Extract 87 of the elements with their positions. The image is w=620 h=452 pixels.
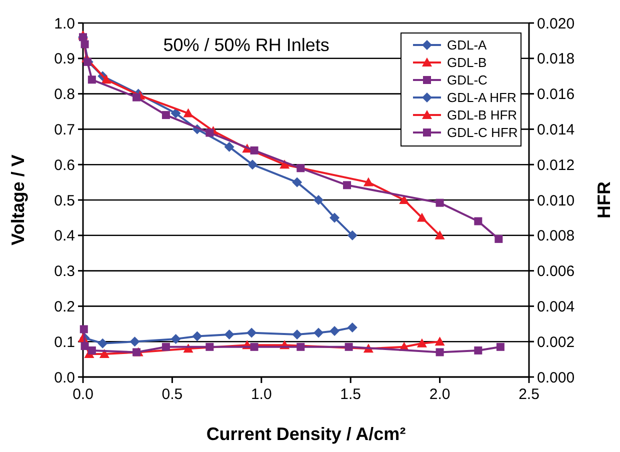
- point: [496, 342, 504, 351]
- point: [399, 195, 410, 204]
- point: [330, 326, 340, 336]
- y2-tick-label: 0.016: [537, 86, 575, 104]
- point: [416, 212, 427, 222]
- point: [183, 108, 194, 118]
- y2-tick-label: 0.008: [537, 228, 575, 245]
- point: [247, 160, 258, 170]
- x-tick-label: 1.0: [250, 386, 272, 403]
- point: [132, 348, 141, 356]
- point: [206, 128, 214, 137]
- point: [80, 325, 88, 334]
- point: [162, 111, 170, 120]
- point: [132, 93, 141, 102]
- y2-tick-label: 0.020: [537, 15, 575, 32]
- point: [98, 338, 108, 348]
- x-axis-title: Current Density / A/cm²: [206, 424, 406, 444]
- point: [224, 142, 234, 152]
- legend-label: GDL-C HFR: [447, 125, 518, 140]
- y2-tick-label: 0.002: [537, 334, 575, 351]
- point: [434, 336, 445, 346]
- y-tick-label: 0.5: [54, 192, 75, 210]
- x-tick-label: 2.0: [429, 386, 450, 403]
- x-tick-label: 2.5: [518, 386, 540, 403]
- point: [246, 328, 257, 338]
- y-axis-title: Voltage / V: [8, 154, 28, 246]
- point: [80, 342, 89, 350]
- legend-label: GDL-B: [447, 55, 487, 70]
- point: [192, 331, 202, 342]
- y2-axis-title: HFR: [594, 182, 614, 218]
- y-tick-label: 1.0: [54, 15, 75, 32]
- point: [162, 342, 170, 351]
- point: [343, 181, 352, 190]
- point: [250, 342, 258, 351]
- point: [80, 40, 89, 48]
- point: [344, 342, 353, 351]
- point: [313, 328, 324, 338]
- point: [88, 76, 96, 84]
- y2-tick-label: 0.004: [537, 298, 575, 316]
- text: 50% / 50% RH Inlets: [163, 35, 330, 55]
- point: [224, 330, 234, 340]
- legend-label: GDL-A: [447, 38, 488, 53]
- point: [313, 195, 324, 205]
- x-tick-label: 0.5: [162, 386, 183, 403]
- legend-label: GDL-B HFR: [447, 108, 518, 123]
- legend-label: GDL-C: [447, 72, 488, 88]
- point: [436, 198, 444, 207]
- y2-tick-label: 0.000: [537, 369, 575, 386]
- point: [434, 230, 445, 240]
- point: [292, 330, 302, 340]
- point: [474, 217, 482, 226]
- point: [101, 74, 112, 84]
- y-tick-label: 0.7: [54, 121, 75, 138]
- y-tick-label: 0.4: [54, 228, 75, 245]
- y2-tick-label: 0.014: [537, 121, 575, 138]
- point: [347, 322, 358, 332]
- point: [170, 108, 181, 118]
- point: [99, 348, 110, 358]
- y2-tick-label: 0.018: [537, 50, 575, 68]
- point: [416, 338, 427, 348]
- x-tick-label: 0.0: [72, 386, 94, 403]
- point: [130, 336, 140, 347]
- point: [330, 212, 340, 223]
- y2-tick-label: 0.010: [537, 192, 575, 210]
- point: [474, 346, 482, 354]
- point: [363, 177, 374, 186]
- y-tick-label: 0.1: [54, 334, 75, 351]
- y2-tick-label: 0.012: [537, 156, 575, 174]
- y-tick-label: 0.9: [54, 50, 75, 68]
- point: [296, 342, 305, 351]
- y-tick-label: 0.3: [54, 263, 75, 280]
- x-tick-label: 1.5: [340, 386, 362, 403]
- point: [296, 164, 305, 172]
- y-tick-label: 0.8: [54, 86, 75, 104]
- point: [494, 234, 503, 243]
- legend-label: GDL-A HFR: [447, 90, 516, 106]
- point: [292, 177, 302, 188]
- point: [88, 346, 96, 354]
- point: [206, 342, 214, 351]
- y-tick-label: 0.6: [54, 156, 75, 174]
- point: [170, 334, 181, 344]
- y2-tick-label: 0.006: [537, 263, 575, 280]
- y-tick-label: 0.0: [54, 369, 75, 386]
- point: [347, 230, 358, 240]
- point: [250, 146, 258, 154]
- point: [436, 348, 444, 356]
- y-tick-label: 0.2: [54, 298, 75, 316]
